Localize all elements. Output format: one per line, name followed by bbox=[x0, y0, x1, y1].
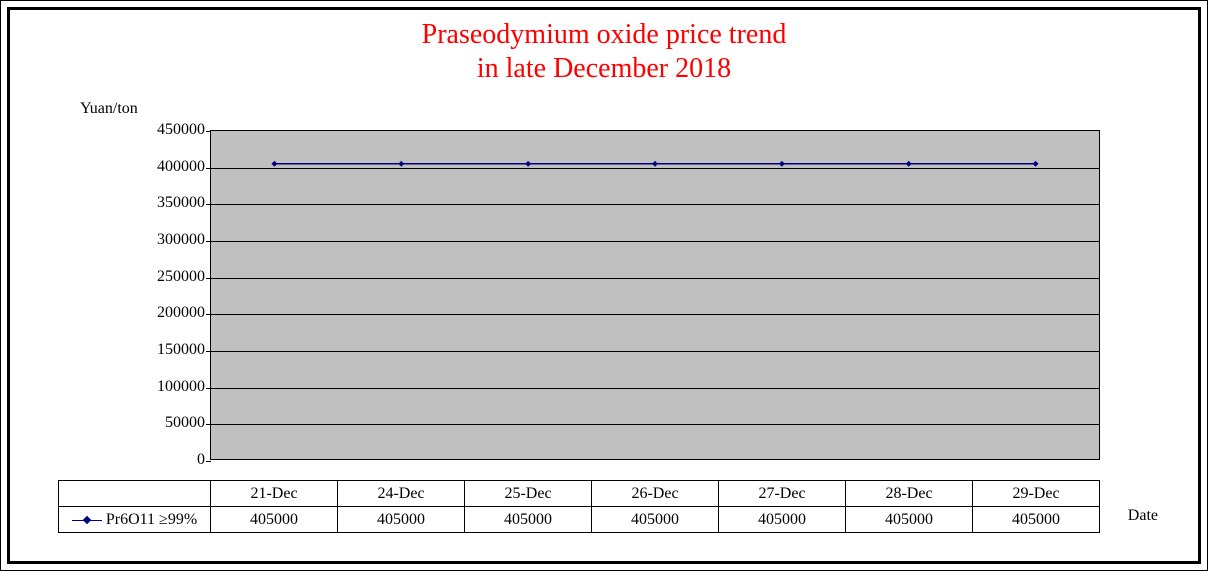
series-name-label: Pr6O11 ≥99% bbox=[106, 511, 197, 528]
gridline bbox=[211, 278, 1099, 279]
table-corner-cell bbox=[59, 481, 211, 507]
value-cell: 405000 bbox=[338, 507, 465, 533]
y-tick-label: 150000 bbox=[130, 341, 205, 359]
date-header-cell: 26-Dec bbox=[592, 481, 719, 507]
date-header-cell: 24-Dec bbox=[338, 481, 465, 507]
value-cell: 405000 bbox=[465, 507, 592, 533]
data-marker bbox=[652, 161, 658, 167]
data-table: 21-Dec24-Dec25-Dec26-Dec27-Dec28-Dec29-D… bbox=[58, 480, 1100, 533]
data-marker bbox=[906, 161, 912, 167]
value-cell: 405000 bbox=[211, 507, 338, 533]
value-cell: 405000 bbox=[973, 507, 1100, 533]
value-cell: 405000 bbox=[846, 507, 973, 533]
data-marker bbox=[398, 161, 404, 167]
gridline bbox=[211, 204, 1099, 205]
date-header-cell: 29-Dec bbox=[973, 481, 1100, 507]
chart-inner-frame: Praseodymium oxide price trend in late D… bbox=[7, 7, 1201, 564]
y-tick-label: 250000 bbox=[130, 268, 205, 286]
x-axis-label: Date bbox=[1128, 507, 1158, 525]
y-tick-label: 450000 bbox=[130, 121, 205, 139]
table-data-row: Pr6O11 ≥99%40500040500040500040500040500… bbox=[59, 507, 1100, 533]
gridline bbox=[211, 314, 1099, 315]
chart-title-line2: in late December 2018 bbox=[477, 53, 731, 84]
date-header-cell: 21-Dec bbox=[211, 481, 338, 507]
gridline bbox=[211, 424, 1099, 425]
series-name-cell: Pr6O11 ≥99% bbox=[59, 507, 211, 533]
gridline bbox=[211, 388, 1099, 389]
date-header-cell: 28-Dec bbox=[846, 481, 973, 507]
chart-outer-frame: Praseodymium oxide price trend in late D… bbox=[0, 0, 1208, 571]
gridline bbox=[211, 351, 1099, 352]
gridline bbox=[211, 241, 1099, 242]
y-tick-label: 350000 bbox=[130, 194, 205, 212]
table-header-row: 21-Dec24-Dec25-Dec26-Dec27-Dec28-Dec29-D… bbox=[59, 481, 1100, 507]
data-marker bbox=[1033, 161, 1039, 167]
chart-title-line1: Praseodymium oxide price trend bbox=[422, 19, 787, 50]
y-tick-label: 200000 bbox=[130, 304, 205, 322]
chart-title: Praseodymium oxide price trend in late D… bbox=[10, 18, 1198, 85]
y-tick-label: 300000 bbox=[130, 231, 205, 249]
date-header-cell: 27-Dec bbox=[719, 481, 846, 507]
value-cell: 405000 bbox=[719, 507, 846, 533]
y-tick-label: 0 bbox=[130, 451, 205, 469]
data-marker bbox=[779, 161, 785, 167]
data-marker bbox=[525, 161, 531, 167]
value-cell: 405000 bbox=[592, 507, 719, 533]
line-series-svg bbox=[211, 131, 1099, 459]
gridline bbox=[211, 168, 1099, 169]
date-header-cell: 25-Dec bbox=[465, 481, 592, 507]
y-tick-label: 50000 bbox=[130, 414, 205, 432]
y-tick-label: 400000 bbox=[130, 158, 205, 176]
plot-area bbox=[210, 130, 1100, 460]
data-marker bbox=[271, 161, 277, 167]
y-axis-label: Yuan/ton bbox=[80, 100, 138, 118]
legend-marker bbox=[72, 515, 102, 525]
y-axis-ticks: 0500001000001500002000002500003000003500… bbox=[130, 130, 205, 460]
y-tick-label: 100000 bbox=[130, 378, 205, 396]
